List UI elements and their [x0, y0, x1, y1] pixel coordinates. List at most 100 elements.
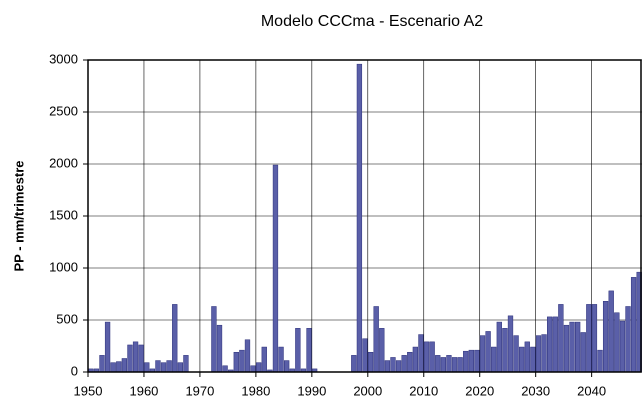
bar	[110, 362, 116, 373]
bar	[625, 306, 631, 373]
bar	[418, 334, 424, 373]
bar	[569, 321, 575, 373]
bar	[457, 357, 463, 373]
bar	[144, 362, 150, 373]
bar	[552, 316, 558, 373]
bar	[272, 164, 279, 373]
x-tick-label: 2040	[577, 383, 606, 398]
x-tick-label: 1970	[185, 383, 214, 398]
bar	[183, 355, 189, 373]
x-tick-label: 1960	[129, 383, 158, 398]
y-axis-label: PP - mm/trimestre	[11, 160, 26, 271]
bar	[496, 321, 502, 373]
x-tick-label: 2030	[521, 383, 550, 398]
y-tick-label: 3000	[49, 51, 78, 66]
bar	[507, 315, 514, 373]
y-tick-label: 2500	[49, 103, 78, 118]
bar	[502, 328, 508, 373]
bar	[295, 328, 301, 373]
bar	[121, 358, 128, 373]
bar	[401, 355, 407, 373]
bar	[630, 277, 637, 373]
bar	[172, 304, 178, 373]
bar	[597, 349, 603, 373]
bar	[222, 365, 228, 373]
bar	[541, 334, 547, 373]
bar	[463, 350, 469, 373]
bar	[608, 290, 614, 373]
bar	[239, 349, 245, 373]
bar	[233, 351, 239, 373]
bar	[256, 362, 262, 373]
x-tick-label: 1980	[241, 383, 270, 398]
bar	[491, 346, 497, 373]
bar	[306, 328, 312, 373]
bar	[367, 351, 374, 373]
bar	[580, 332, 586, 373]
bar	[535, 335, 542, 373]
bar	[116, 361, 122, 373]
x-tick-label: 1950	[74, 383, 103, 398]
bar	[614, 312, 620, 373]
bar	[407, 351, 413, 373]
bar	[513, 335, 519, 373]
bar	[446, 355, 452, 373]
bar	[474, 349, 480, 373]
bar	[379, 328, 385, 373]
bar	[563, 324, 570, 373]
bar	[435, 355, 441, 373]
bar	[574, 321, 581, 373]
bar	[547, 316, 553, 373]
bar	[519, 346, 525, 373]
bar	[211, 306, 217, 373]
bar	[166, 360, 172, 373]
bar	[423, 341, 430, 373]
bar	[127, 344, 133, 373]
bar	[412, 346, 419, 373]
bar	[155, 360, 161, 373]
bar	[99, 355, 105, 373]
bar	[530, 346, 536, 373]
bar	[351, 355, 357, 373]
bar	[244, 339, 251, 373]
bar	[261, 346, 267, 373]
y-tick-label: 2000	[49, 155, 78, 170]
bar	[586, 304, 592, 373]
bar	[619, 320, 626, 373]
bar	[395, 360, 402, 373]
x-tick-label: 2000	[353, 383, 382, 398]
bar	[602, 301, 609, 373]
bar	[216, 324, 223, 373]
chart-title: Modelo CCCma - Escenario A2	[261, 13, 483, 30]
bar	[250, 365, 256, 373]
bar	[591, 304, 598, 373]
bar	[177, 362, 183, 373]
bar	[160, 362, 167, 373]
plot-border	[87, 59, 642, 373]
bar	[356, 63, 363, 373]
bar	[132, 341, 139, 373]
bar	[524, 341, 530, 373]
bar	[373, 306, 379, 373]
bar	[284, 360, 290, 373]
bar	[451, 357, 458, 373]
bar	[485, 331, 491, 373]
y-tick-label: 1000	[49, 259, 78, 274]
y-tick-label: 1500	[49, 207, 78, 222]
bar	[479, 335, 486, 373]
y-tick-label: 500	[56, 311, 78, 326]
x-tick-label: 1990	[297, 383, 326, 398]
bar	[384, 360, 391, 373]
bar	[362, 338, 368, 373]
bar	[390, 357, 396, 373]
y-tick-label: 0	[71, 363, 78, 378]
bar	[278, 346, 284, 373]
bar	[138, 344, 144, 373]
bar	[440, 357, 446, 373]
bar	[429, 341, 435, 373]
x-tick-label: 2020	[465, 383, 494, 398]
x-tick-label: 2010	[409, 383, 438, 398]
bar	[104, 321, 111, 373]
bar	[558, 304, 564, 373]
